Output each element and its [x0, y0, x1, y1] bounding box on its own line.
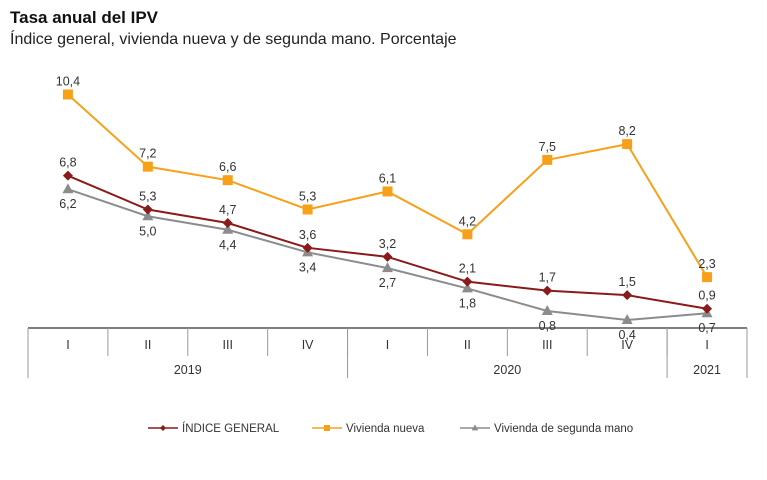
data-label: 6,8 [59, 156, 76, 170]
data-label: 2,1 [459, 262, 476, 276]
x-tick-label: I [66, 338, 69, 352]
data-point-square [622, 139, 633, 150]
data-point-triangle [471, 424, 479, 431]
data-label: 4,4 [219, 238, 236, 252]
data-label: 6,1 [379, 171, 396, 185]
data-point-square [324, 425, 330, 431]
data-point-triangle [62, 183, 74, 194]
series-layer: 6,2 5,0 4,4 3,4 2,7 1,8 0,8 0,4 0,7 6,8 5,3 4,7 3,6 3… [56, 74, 716, 342]
legend-item: Vivienda nueva [312, 423, 425, 435]
data-label: 7,2 [139, 147, 156, 161]
data-label: 0,8 [539, 319, 556, 333]
x-tick-label: IV [621, 338, 633, 352]
data-point-square [462, 229, 473, 240]
data-label: 10,4 [56, 74, 80, 88]
x-tick-label: I [386, 338, 389, 352]
data-point-square [222, 175, 233, 186]
data-label: 3,2 [379, 237, 396, 251]
legend-label: Vivienda de segunda mano [494, 423, 633, 435]
data-point-diamond [222, 218, 233, 229]
data-point-square [702, 272, 713, 283]
legend-label: ÍNDICE GENERAL [182, 422, 280, 435]
data-labels: 6,8 5,3 4,7 3,6 3,2 2,1 1,7 1,5 0,9 [59, 156, 716, 303]
chart-title: Tasa anual del IPV [10, 8, 159, 27]
x-group-label: 2021 [693, 363, 721, 377]
data-point-square [382, 186, 393, 197]
legend-label: Vivienda nueva [346, 423, 425, 435]
data-point-square [542, 154, 553, 165]
data-label: 1,7 [539, 271, 556, 285]
data-label: 4,7 [219, 203, 236, 217]
data-label: 5,0 [139, 224, 156, 238]
data-label: 7,5 [539, 140, 556, 154]
data-point-triangle [621, 313, 633, 324]
data-point-diamond [160, 425, 166, 431]
chart-subtitle: Índice general, vivienda nueva y de segu… [10, 31, 457, 48]
data-label: 2,7 [379, 276, 396, 290]
data-label: 3,6 [299, 228, 316, 242]
x-tick-label: II [144, 338, 151, 352]
data-label: 6,2 [59, 197, 76, 211]
data-label: 5,3 [139, 189, 156, 203]
data-label: 3,4 [299, 260, 316, 274]
data-point-triangle [461, 282, 473, 293]
data-label: 5,3 [299, 189, 316, 203]
series--ndice-general [62, 170, 713, 314]
data-point-diamond [302, 242, 313, 253]
data-point-triangle [222, 223, 234, 234]
data-labels: 10,4 7,2 6,6 5,3 6,1 4,2 7,5 8,2 2,3 [56, 74, 716, 271]
data-label: 8,2 [618, 124, 635, 138]
data-labels: 6,2 5,0 4,4 3,4 2,7 1,8 0,8 0,4 0,7 [59, 197, 716, 342]
legend-item: ÍNDICE GENERAL [148, 422, 280, 435]
x-tick-label: IV [302, 338, 314, 352]
data-point-triangle [142, 210, 154, 221]
data-point-square [142, 161, 153, 172]
data-label: 2,3 [698, 257, 715, 271]
data-label: 1,8 [459, 296, 476, 310]
data-point-triangle [541, 304, 553, 315]
data-point-diamond [622, 290, 633, 301]
data-point-diamond [142, 204, 153, 215]
data-point-triangle [382, 262, 393, 273]
data-point-diamond [62, 170, 73, 181]
legend-item: Vivienda de segunda mano [460, 423, 633, 435]
data-point-diamond [702, 303, 713, 314]
data-label: 0,4 [618, 328, 635, 342]
data-label: 0,7 [698, 321, 715, 335]
data-label: 0,9 [698, 289, 715, 303]
x-group-label: 2020 [493, 363, 521, 377]
data-label: 4,2 [459, 214, 476, 228]
series-vivienda-nueva [62, 89, 713, 283]
data-point-square [62, 89, 73, 100]
data-point-diamond [382, 251, 393, 262]
legend: ÍNDICE GENERAL Vivienda nueva Vivienda de … [148, 422, 633, 435]
series-vivienda-de-segunda-mano [62, 183, 713, 324]
data-point-diamond [542, 285, 553, 296]
data-label: 6,6 [219, 160, 236, 174]
data-point-square [302, 204, 313, 215]
x-tick-label: III [542, 338, 552, 352]
x-group-label: 2019 [174, 363, 202, 377]
x-tick-label: II [464, 338, 471, 352]
x-tick-label: I [705, 338, 708, 352]
data-label: 1,5 [618, 275, 635, 289]
x-tick-label: III [223, 338, 233, 352]
data-point-diamond [462, 276, 473, 287]
